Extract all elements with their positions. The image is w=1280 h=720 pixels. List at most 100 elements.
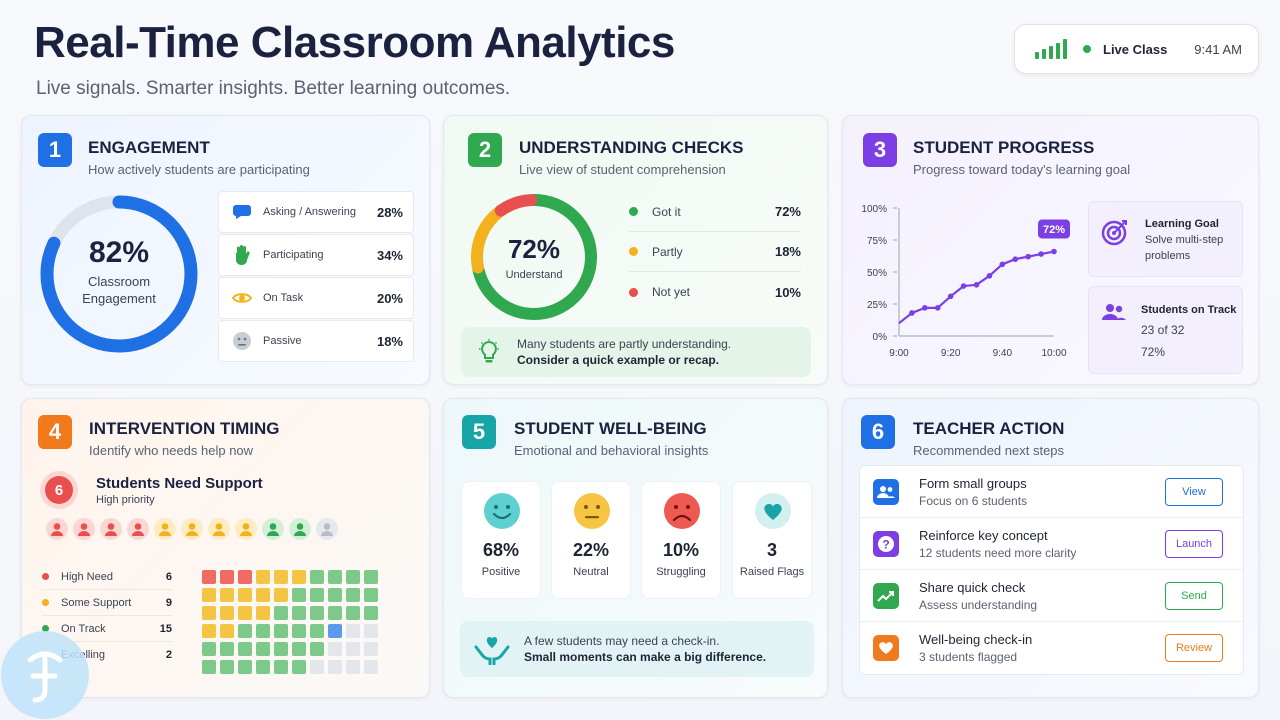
- heatmap-cell[interactable]: [328, 660, 342, 674]
- heatmap-cell[interactable]: [202, 570, 216, 584]
- heatmap-cell[interactable]: [346, 624, 360, 638]
- progress-point: [999, 261, 1006, 268]
- heatmap-cell[interactable]: [274, 588, 288, 602]
- heatmap-cell[interactable]: [346, 642, 360, 656]
- action-title: Well-being check-in: [919, 632, 1033, 647]
- heatmap-cell[interactable]: [238, 660, 252, 674]
- on-track-percent: 72%: [1141, 345, 1166, 359]
- heatmap-cell[interactable]: [328, 606, 342, 620]
- student-avatar[interactable]: [127, 518, 149, 540]
- heatmap-cell[interactable]: [220, 660, 234, 674]
- heatmap-cell[interactable]: [292, 606, 306, 620]
- student-heatmap: [202, 570, 378, 674]
- y-tick-label: 75%: [867, 236, 887, 247]
- heatmap-cell[interactable]: [328, 570, 342, 584]
- heatmap-cell[interactable]: [256, 570, 270, 584]
- heatmap-cell[interactable]: [364, 570, 378, 584]
- heatmap-cell[interactable]: [310, 570, 324, 584]
- sad-face-icon: [664, 493, 700, 529]
- heatmap-cell[interactable]: [328, 588, 342, 602]
- x-tick-label: 9:20: [941, 348, 961, 359]
- student-avatar[interactable]: [235, 518, 257, 540]
- heatmap-cell[interactable]: [202, 660, 216, 674]
- legend-value: 6: [165, 570, 172, 583]
- heatmap-cell[interactable]: [238, 624, 252, 638]
- heatmap-cell[interactable]: [346, 606, 360, 620]
- heatmap-cell[interactable]: [364, 624, 378, 638]
- heatmap-cell[interactable]: [292, 624, 306, 638]
- heatmap-cell[interactable]: [256, 660, 270, 674]
- legend-label: On Track: [61, 622, 106, 635]
- students-on-track-box: Students on Track 23 of 32 72%: [1088, 286, 1243, 374]
- heatmap-cell[interactable]: [310, 660, 324, 674]
- heatmap-cell[interactable]: [292, 570, 306, 584]
- heatmap-cell[interactable]: [346, 588, 360, 602]
- student-avatar[interactable]: [73, 518, 95, 540]
- heatmap-cell[interactable]: [238, 588, 252, 602]
- target-icon: [1101, 218, 1129, 251]
- heatmap-cell[interactable]: [202, 606, 216, 620]
- heatmap-cell[interactable]: [292, 588, 306, 602]
- heatmap-cell[interactable]: [274, 624, 288, 638]
- heatmap-cell[interactable]: [328, 642, 342, 656]
- student-avatar[interactable]: [46, 518, 68, 540]
- heatmap-cell[interactable]: [256, 624, 270, 638]
- heatmap-cell[interactable]: [238, 642, 252, 656]
- heatmap-cell[interactable]: [274, 642, 288, 656]
- heatmap-cell[interactable]: [364, 642, 378, 656]
- card-number-badge: 4: [38, 415, 72, 449]
- heatmap-cell[interactable]: [364, 588, 378, 602]
- tile-label: Raised Flags: [739, 566, 805, 578]
- heatmap-cell[interactable]: [328, 624, 342, 638]
- heatmap-cell[interactable]: [274, 570, 288, 584]
- heatmap-cell[interactable]: [364, 606, 378, 620]
- heatmap-cell[interactable]: [220, 642, 234, 656]
- heatmap-cell[interactable]: [256, 588, 270, 602]
- card-subtitle: How actively students are participating: [88, 162, 310, 177]
- heatmap-cell[interactable]: [256, 642, 270, 656]
- heatmap-cell[interactable]: [310, 624, 324, 638]
- heatmap-cell[interactable]: [310, 588, 324, 602]
- heart-icon: [755, 493, 791, 529]
- student-avatar[interactable]: [262, 518, 284, 540]
- review-button[interactable]: Review: [1165, 634, 1223, 662]
- student-avatar[interactable]: [181, 518, 203, 540]
- heart-icon: [873, 635, 899, 661]
- heatmap-cell[interactable]: [202, 624, 216, 638]
- student-avatar[interactable]: [100, 518, 122, 540]
- tile-label: Neutral: [573, 566, 609, 578]
- heatmap-cell[interactable]: [346, 570, 360, 584]
- card-number-badge: 6: [861, 415, 895, 449]
- heatmap-cell[interactable]: [220, 606, 234, 620]
- heatmap-cell[interactable]: [310, 642, 324, 656]
- send-button[interactable]: Send: [1165, 581, 1223, 610]
- card-number-badge: 2: [468, 133, 502, 167]
- heatmap-cell[interactable]: [310, 606, 324, 620]
- heatmap-cell[interactable]: [202, 642, 216, 656]
- heatmap-cell[interactable]: [220, 624, 234, 638]
- student-avatar[interactable]: [316, 518, 338, 540]
- heatmap-cell[interactable]: [346, 660, 360, 674]
- heatmap-cell[interactable]: [292, 660, 306, 674]
- heatmap-cell[interactable]: [274, 660, 288, 674]
- student-avatar[interactable]: [208, 518, 230, 540]
- launch-button[interactable]: Launch: [1165, 529, 1223, 558]
- student-avatar[interactable]: [289, 518, 311, 540]
- heatmap-cell[interactable]: [238, 570, 252, 584]
- heatmap-cell[interactable]: [364, 660, 378, 674]
- engagement-center-label-1: Classroom: [87, 274, 151, 289]
- heatmap-cell[interactable]: [202, 588, 216, 602]
- engagement-row-label: Asking / Answering: [263, 206, 356, 218]
- heatmap-cell[interactable]: [238, 606, 252, 620]
- heatmap-cell[interactable]: [256, 606, 270, 620]
- student-avatar[interactable]: [154, 518, 176, 540]
- heatmap-cell[interactable]: [220, 570, 234, 584]
- heatmap-cell[interactable]: [292, 642, 306, 656]
- wellbeing-tile: 3 Raised Flags: [732, 481, 812, 599]
- live-class-status[interactable]: Live Class 9:41 AM: [1014, 24, 1259, 74]
- card-subtitle: Emotional and behavioral insights: [514, 443, 709, 458]
- heatmap-cell[interactable]: [274, 606, 288, 620]
- on-track-title: Students on Track: [1141, 304, 1237, 316]
- heatmap-cell[interactable]: [220, 588, 234, 602]
- view-button[interactable]: View: [1165, 477, 1223, 506]
